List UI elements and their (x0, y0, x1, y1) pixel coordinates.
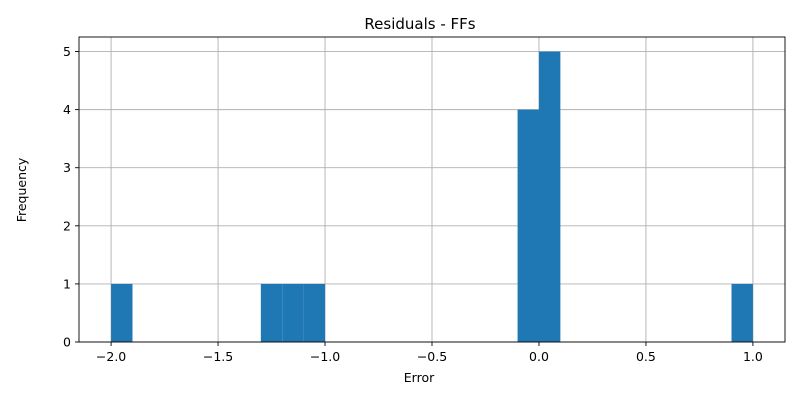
histogram-bar (303, 283, 326, 342)
x-tick-label: 0.0 (529, 349, 549, 364)
plot-frame (78, 36, 786, 343)
ticks-layer: −2.0 −1.5 −1.0 −0.5 0.0 0.5 1.0 0 1 2 3 4 5 (63, 44, 763, 364)
y-tick-label: 2 (63, 218, 71, 233)
grid-layer (79, 37, 785, 343)
x-axis-label: Error (404, 370, 435, 385)
x-tick-label: 1.0 (743, 349, 763, 364)
y-tick-label: 0 (63, 335, 71, 350)
x-tick-label: −1.0 (310, 349, 340, 364)
x-tick-label: 0.5 (636, 349, 656, 364)
y-tick-label: 1 (63, 276, 71, 291)
x-tick-label: −1.5 (203, 349, 233, 364)
x-tick-label: −2.0 (96, 349, 126, 364)
bars-layer (111, 51, 753, 343)
y-tick-label: 3 (63, 160, 71, 175)
histogram-bar (260, 283, 283, 342)
y-axis-label: Frequency (14, 157, 29, 222)
y-tick-label: 5 (63, 44, 71, 59)
y-tick-label: 4 (63, 102, 71, 117)
chart-title: Residuals - FFs (364, 15, 475, 33)
histogram-bar (111, 283, 133, 342)
histogram-bar (517, 109, 539, 342)
histogram-bar (282, 283, 304, 342)
x-tick-label: −0.5 (417, 349, 447, 364)
histogram-bar (731, 283, 753, 342)
histogram-bar (538, 51, 561, 343)
